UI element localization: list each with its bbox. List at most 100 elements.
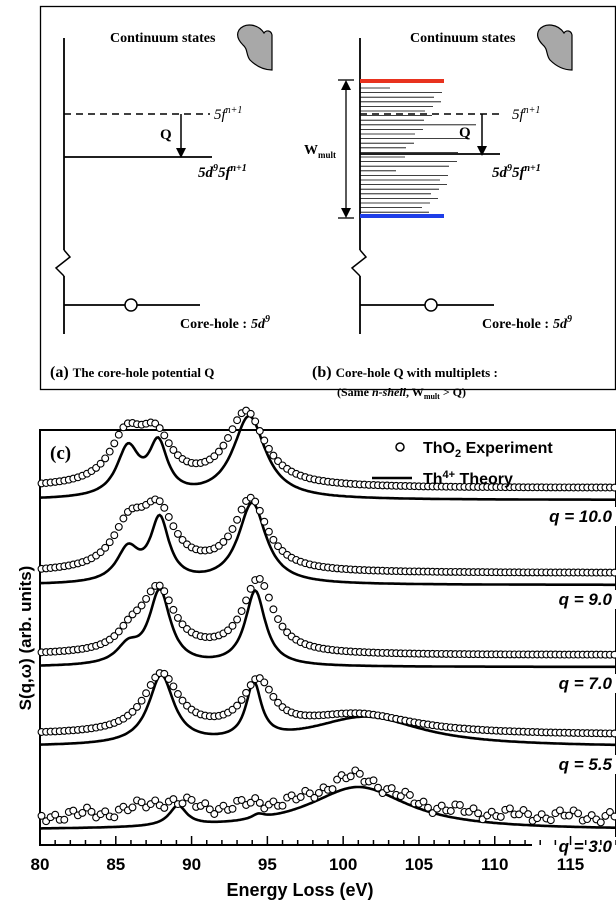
theory-curve-3 — [40, 587, 616, 669]
plot-frame — [39, 429, 616, 846]
experiment-point — [251, 794, 260, 803]
experiment-point — [128, 707, 137, 716]
experiment-point — [396, 792, 405, 801]
experiment-point — [119, 621, 128, 630]
experiment-point — [178, 696, 187, 705]
experiment-point — [173, 613, 182, 622]
b-continuum-blob — [537, 24, 573, 71]
experiment-point — [110, 813, 119, 822]
experiment-point — [260, 517, 269, 526]
b-q-arrowhead — [477, 146, 487, 156]
experiment-point — [169, 605, 178, 614]
b-multiplet-lines — [360, 87, 476, 213]
panel-a: Continuum states 5fn+1 Q 5d95fn+1 Core-h… — [50, 24, 273, 381]
experiment-point — [474, 809, 483, 818]
x-axis-ticks: 80 85 90 95 100 105 110 115 — [31, 836, 616, 874]
experiment-points-4 — [37, 669, 616, 738]
experiment-point — [524, 810, 533, 819]
experiment-point — [419, 797, 428, 806]
experiment-point — [155, 581, 164, 590]
experiment-point — [164, 513, 173, 521]
experiment-point — [269, 451, 278, 460]
experiment-point — [565, 811, 573, 820]
experiment-point — [274, 542, 282, 551]
experiment-point — [101, 454, 110, 463]
experiment-point — [233, 515, 242, 524]
experiment-point — [446, 807, 455, 815]
experiment-point — [251, 497, 260, 506]
experiment-point — [264, 685, 273, 694]
experiment-point — [469, 804, 478, 813]
legend-experiment-marker — [395, 442, 405, 452]
experiment-point — [142, 594, 151, 603]
q-label-5: q = 3.0 — [559, 837, 613, 856]
experiment-point — [278, 801, 287, 810]
experiment-point — [346, 772, 355, 781]
experiment-point — [173, 690, 182, 698]
experiment-point — [242, 688, 251, 697]
experiment-point — [246, 584, 255, 593]
experiment-point — [219, 441, 228, 450]
a-core-hole-circle — [124, 298, 138, 312]
experiment-point — [269, 535, 278, 544]
experiment-point — [137, 798, 146, 807]
experiment-point — [110, 531, 119, 540]
experiment-point — [269, 605, 278, 614]
experiment-point — [201, 799, 210, 808]
experiment-point — [333, 775, 342, 784]
experiment-point — [114, 430, 123, 439]
x-tick-label: 100 — [329, 855, 357, 874]
experiment-point — [246, 798, 255, 807]
experiment-point — [146, 587, 155, 596]
legend-experiment-label: ThO2 Experiment — [423, 440, 553, 460]
experiment-point — [151, 419, 160, 428]
b-wmult-arrowhead-bottom — [341, 208, 351, 218]
theory-curve-1 — [39, 414, 616, 501]
experiment-point — [296, 793, 305, 801]
y-axis-label: S(q,ω) (arb. units) — [16, 566, 35, 711]
experiment-point — [37, 811, 46, 820]
experiment-point — [255, 574, 264, 583]
q-label-2: q = 9.0 — [559, 590, 613, 609]
experiment-point — [105, 447, 114, 456]
experiment-point — [224, 626, 232, 635]
theory-curve-4 — [40, 673, 616, 747]
experiment-point — [219, 537, 228, 546]
q-label-background — [532, 674, 616, 693]
b-core-hole-circle — [424, 298, 438, 312]
b-wmult-arrowhead-top — [341, 80, 351, 90]
experiment-point — [155, 424, 164, 433]
panel-c-label: (c) — [50, 443, 71, 464]
experiment-point — [310, 793, 319, 802]
experiment-point — [387, 784, 396, 793]
x-axis-label: Energy Loss (eV) — [226, 880, 373, 900]
experiment-point — [137, 696, 146, 705]
experiment-point — [160, 503, 169, 512]
experiment-point — [437, 801, 446, 810]
experiment-point — [255, 506, 264, 515]
experiment-point — [405, 791, 414, 799]
b-q-label: Q — [459, 125, 471, 141]
experiment-point — [264, 527, 273, 536]
experiment-point — [278, 622, 287, 631]
experiment-point — [555, 806, 564, 815]
experiment-point — [160, 587, 169, 596]
legend: ThO2 Experiment Th4+ Theory — [372, 440, 553, 488]
experiment-point — [424, 803, 432, 812]
experiment-points-2 — [37, 493, 616, 577]
experiment-point — [142, 689, 151, 698]
experiment-point — [69, 806, 78, 815]
experiment-point — [60, 815, 69, 824]
x-tick-label: 80 — [31, 855, 50, 874]
experiment-point — [160, 431, 169, 440]
a-axis-break — [54, 249, 72, 277]
experiment-point — [114, 522, 123, 531]
a-level-lower-label: 5d95fn+1 — [198, 163, 247, 181]
experiment-point — [137, 601, 146, 610]
experiment-point — [164, 439, 173, 448]
experiment-point — [87, 807, 96, 816]
experiment-points-3 — [37, 574, 616, 659]
experiment-point — [274, 615, 282, 624]
experiment-point — [260, 678, 269, 687]
